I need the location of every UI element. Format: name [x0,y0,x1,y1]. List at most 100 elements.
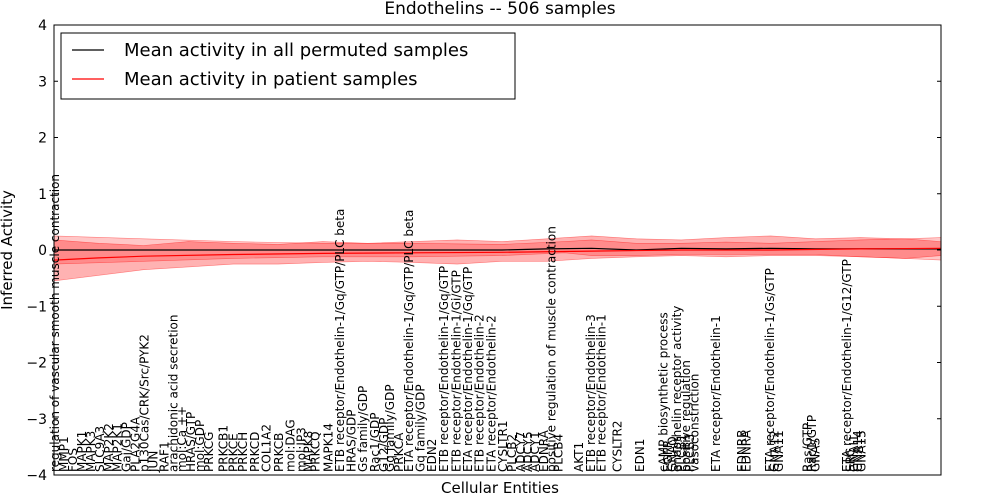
x-tick-label: ETB receptor/Endothelin-1/Gq/GTP [437,266,451,472]
x-tick-label: PRKCH [236,432,250,472]
legend-label-patient: Mean activity in patient samples [124,69,418,90]
x-tick-label: MAPK8 [302,431,316,472]
x-tick-labels: regulation of vascular smooth muscle con… [48,174,868,473]
x-tick-label: PRKCE [226,433,240,472]
x-tick-label: MAPK1 [75,431,89,472]
x-tick-label: EDNRA [740,429,754,472]
x-tick-label: arachidonic acid secretion [166,315,180,472]
x-tick-label: ETA receptor/Endothelin-1/G12/GTP [840,259,854,472]
x-tick-label: ADCY5 [521,431,535,472]
x-tick-label: positive regulation [679,360,693,472]
x-tick-label: GNAQ [665,436,679,472]
x-tick-label: PRKCG [202,432,216,472]
x-tick-label: EDN2 [425,439,439,472]
x-tick-label: ETA receptor/Endothelin-1/Gq/GTP [461,267,475,472]
x-tick-label: GNA14 [851,430,865,472]
x-tick-label: PRKCQ [309,431,323,472]
chart-title: Endothelins -- 506 samples [384,0,615,19]
y-tick-label: 2 [38,131,47,147]
x-tick-label: CYSLTR1 [496,421,510,472]
x-tick-label: PLA2G4A [129,416,143,472]
x-tick-label: PLCB1 [674,434,688,472]
x-tick-label: SLC9A3 [93,426,107,472]
y-tick-label: 1 [38,187,47,203]
legend-box [60,32,516,100]
y-axis: −4 −3 −2 −1 0 1 2 3 4 [26,18,941,484]
x-tick-label: HRAS/GTP [184,412,198,472]
x-tick-label: GNA11 [772,430,786,472]
x-tick-label: EDNRB [735,430,749,472]
x-tick-label: MAP2K1 [111,423,125,472]
x-tick-label: GNA15 [854,430,868,472]
x-tick-label: Ras/GTP [801,423,815,472]
x-tick-label: Gs family/GDP [356,386,370,472]
x-tick-label: mol:IP3 [294,427,308,472]
y-tick-label: −2 [26,356,47,372]
x-tick-label: ETB receptor/Endothelin-3 [584,314,598,472]
x-tick-label: mol:GDP [193,420,207,472]
x-tick-label: regulation of vascular smooth muscle con… [48,174,62,472]
x-tick-label: HRAS/GDP [345,409,359,472]
x-tick-label: mol:DAG [284,419,298,472]
x-tick-label: Rac1/GTP [805,415,819,472]
x-tick-label: ADCY1 [528,431,542,472]
x-tick-label: G12/GDP [377,418,391,472]
x-tick-label: MAPK14 [321,423,335,472]
x-tick-label: ADCY7 [514,431,528,472]
bands-layer [53,235,942,282]
x-tick-label: PLCB4 [552,434,566,472]
x-tick-label: cAMP biosynthetic process [656,312,670,472]
x-tick-label: EGFR [661,440,675,472]
x-tick-label: vasoconstriction [688,374,702,472]
x-tick-label: AKT1 [572,442,586,472]
y-tick-label: 4 [38,18,47,34]
x-tick-label: EDNRA [537,429,551,472]
legend-label-permuted: Mean activity in all permuted samples [124,40,468,61]
x-tick-label: GNAS [809,438,823,472]
x-tick-label: ETA receptor/Endothelin-2 [484,315,498,472]
patient-mean-line [53,247,942,261]
x-tick-label: ETA receptor/Endothelin-1/Gs/GTP [763,268,777,472]
x-tick-label: ETA receptor/Endothelin-1/Gq/GTP/PLC bet… [402,210,416,472]
x-tick-label: PRKCD [248,432,262,472]
legend: Mean activity in all permuted samples Me… [60,32,516,100]
x-tick-label: Rac1/GDP [368,413,382,472]
y-tick-label: 0 [38,243,47,259]
x-axis-label: Cellular Entities [441,479,559,497]
x-tick-label: PRKCB1 [216,425,230,472]
y-tick-label: −3 [26,412,47,428]
x-tick-label: GNA12 [768,430,782,472]
x-tick-label: RAF1 [157,441,171,472]
y-tick-label: −1 [26,299,47,315]
x-tick-label: FOS [66,448,80,472]
x-tick-label: PRKCB [272,433,286,472]
x-tick-label: ETB receptor/Endothelin-1/Gi/GTP [449,270,463,472]
y-tick-label: 3 [38,74,47,90]
y-axis-label: Inferred Activity [0,190,16,310]
x-tick-label: ETA receptor/Endothelin-1 [709,315,723,472]
x-tick-label: Gai/GDP [120,422,134,472]
x-tick-label: MAP2K2 [102,423,116,472]
x-tick-label: Gq family/GDP [383,384,397,472]
x-tick-label: MAPK3 [84,431,98,472]
x-tick-label: p130Cas/CRK/Src/PYK2 [138,334,152,472]
x-tick-label: PLCB2 [505,434,519,472]
x-tick-label: ETB receptor/Endothelin-2 [473,314,487,472]
lines-layer [53,247,942,261]
patient-band [53,235,942,282]
x-tick-label: MMP1 [57,436,71,472]
x-tick-label: PLCB3 [683,434,697,472]
y-tick-label: −4 [26,468,47,484]
x-tick-label: COL1A2 [259,424,273,472]
x-tick-label: CYSLTR2 [611,421,625,472]
x-tick-label: mol:Ca ++ [175,406,189,472]
x-tick-label: GNAI1 [847,434,861,472]
x-tick-label: positive regulation of muscle contractio… [544,226,558,472]
x-tick-label: PRKCA [392,432,406,472]
x-tick-label: ETB receptor/Endothelin-1 [595,314,609,472]
x-tick-label: Gq family/GDP [414,384,428,472]
x-tick-label: ETB receptor/Endothelin-1/Gq/GTP/PLC bet… [333,209,347,472]
x-tick-label: JUN [147,451,161,473]
